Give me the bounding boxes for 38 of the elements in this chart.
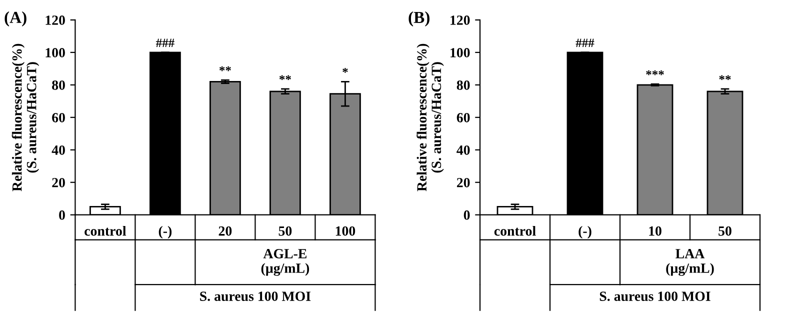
x-tick-label: 50 bbox=[278, 226, 292, 236]
y-tick-label: 0 bbox=[59, 210, 65, 220]
y-tick-label: 80 bbox=[456, 80, 470, 90]
x-tick-label: 100 bbox=[336, 226, 356, 236]
annotation: * bbox=[342, 68, 348, 73]
x-tick-label: (-) bbox=[158, 226, 172, 239]
annotation: ### bbox=[156, 38, 174, 47]
x-tick-label: (-) bbox=[578, 226, 592, 239]
y-tick-label: 20 bbox=[456, 178, 470, 188]
x-tick-label: control bbox=[494, 226, 536, 236]
y-tick-label: 100 bbox=[450, 48, 470, 58]
text: LAA (µg/mL) bbox=[666, 249, 714, 276]
x-tick-label: 10 bbox=[649, 226, 662, 236]
y-tick-label: 120 bbox=[46, 16, 65, 25]
x-tick-label: 50 bbox=[718, 226, 732, 236]
y-tick-label: 40 bbox=[456, 145, 470, 155]
text: S. aureus 100 MOI bbox=[600, 292, 710, 302]
text: S. aureus 100 MOI bbox=[200, 292, 311, 302]
y-axis-title: Relative fluorescence(%) (S. aureus/HaCaT) bbox=[12, 44, 40, 192]
y-tick-label: 60 bbox=[456, 112, 470, 122]
x-tick-label: 20 bbox=[218, 226, 232, 236]
y-tick-label: 0 bbox=[464, 210, 470, 220]
chart-title: (B) bbox=[408, 11, 430, 26]
y-tick-label: 60 bbox=[52, 112, 65, 122]
annotation: ### bbox=[576, 38, 594, 47]
y-tick-label: 120 bbox=[450, 16, 470, 25]
text: AGL-E (µg/mL) bbox=[261, 249, 310, 276]
annotation: *** bbox=[646, 70, 664, 76]
y-axis-title: Relative fluorescence(%) (S. aureus/HaCaT) bbox=[416, 44, 444, 192]
annotation: ** bbox=[219, 66, 231, 72]
annotation: ** bbox=[719, 75, 731, 80]
y-tick-label: 80 bbox=[52, 80, 65, 90]
y-tick-label: 40 bbox=[52, 145, 65, 155]
annotation: ** bbox=[279, 75, 291, 80]
x-tick-label: control bbox=[84, 226, 126, 236]
chart-title: (A) bbox=[4, 11, 26, 26]
y-tick-label: 20 bbox=[52, 178, 65, 188]
y-tick-label: 100 bbox=[46, 48, 65, 58]
